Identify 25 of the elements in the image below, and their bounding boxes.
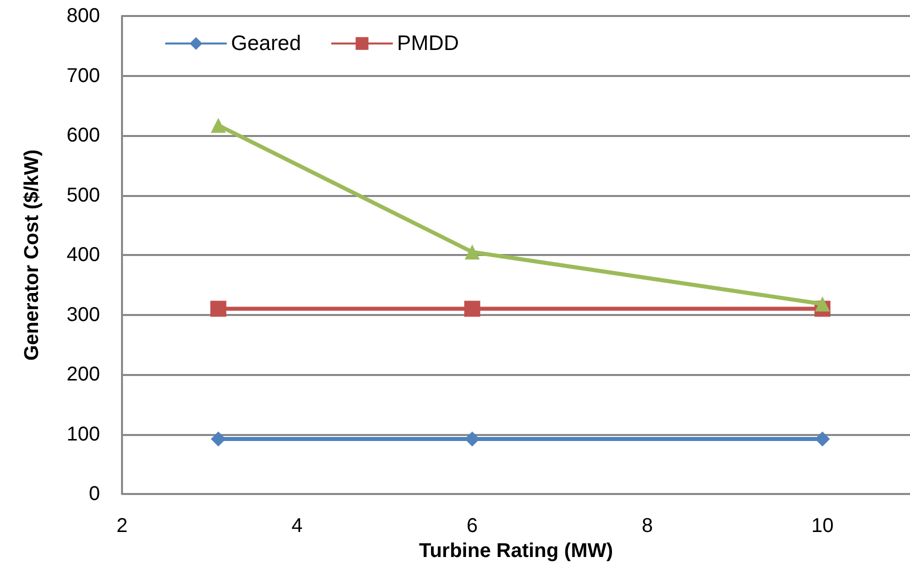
point	[210, 118, 226, 133]
point	[464, 300, 480, 317]
y-tick-label: 700	[66, 64, 100, 87]
y-tick-label: 400	[66, 244, 100, 266]
legend-label: Geared	[231, 32, 302, 55]
point	[210, 300, 226, 317]
point	[814, 296, 830, 312]
x-axis-title: Turbine Rating (MW)	[418, 540, 614, 562]
point	[210, 432, 226, 447]
x-tick-label: 4	[292, 515, 303, 537]
y-tick-label: 300	[66, 304, 100, 326]
x-tick-label: 6	[466, 515, 478, 537]
x-tick-label: 8	[642, 515, 653, 537]
x-tick-label: 2	[116, 515, 128, 537]
y-tick-label: 0	[88, 483, 100, 505]
point	[464, 432, 480, 447]
y-tick-label: 500	[66, 184, 100, 206]
y-tick-label: 200	[66, 364, 100, 386]
y-tick-label: 100	[66, 423, 100, 446]
x-tick-label: 10	[811, 515, 834, 537]
point	[464, 244, 480, 260]
y-axis-title: Generator Cost ($/kW)	[21, 149, 43, 361]
y-tick-label: 800	[66, 5, 100, 27]
legend-label: PMDD	[397, 32, 459, 55]
y-tick-label: 600	[66, 124, 100, 146]
